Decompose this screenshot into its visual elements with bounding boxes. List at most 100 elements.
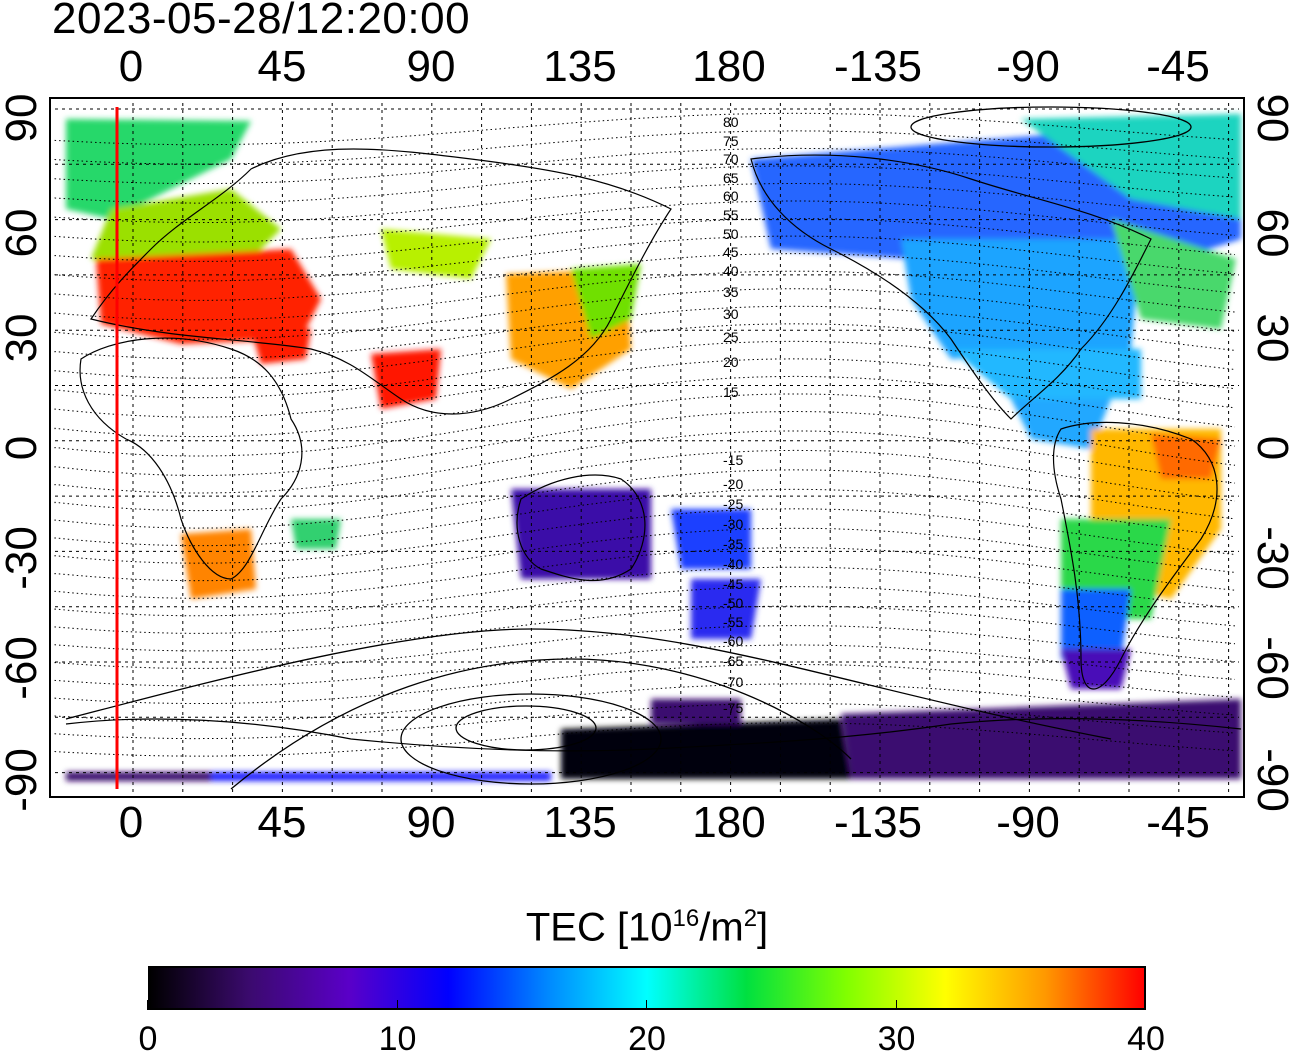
left-lat-tick: -90 bbox=[0, 748, 46, 812]
tec-data-layer bbox=[66, 114, 1241, 781]
mag-lat-curve bbox=[54, 288, 1236, 340]
magnetic-pole-ellipses bbox=[65, 106, 1192, 790]
left-lat-tick: 0 bbox=[0, 435, 46, 461]
contour-label: 50 bbox=[723, 226, 739, 242]
mag-lat-curve bbox=[54, 469, 1236, 529]
contour-label: -35 bbox=[723, 536, 743, 552]
mag-lat-curve bbox=[54, 270, 1236, 321]
tec-map: 80 75 70 65 60 55 50 45 40 35 30 25 20 15 -15 -20 -25 -30… bbox=[49, 97, 1245, 798]
contour-label: 65 bbox=[723, 170, 739, 186]
contour-label: -30 bbox=[723, 516, 743, 532]
colorbar-title: TEC [1016/m2] bbox=[525, 905, 769, 950]
mag-lat-curve bbox=[54, 488, 1236, 547]
mag-lat-curve bbox=[54, 253, 1236, 301]
colorbar-tick-label: 30 bbox=[877, 1020, 916, 1058]
contour-label: -70 bbox=[723, 674, 743, 690]
bottom-lon-tick: 135 bbox=[543, 798, 617, 847]
contour-label: 80 bbox=[723, 114, 739, 130]
bottom-lon-tick: -135 bbox=[833, 798, 923, 847]
contour-label: -45 bbox=[723, 576, 743, 592]
mag-lat-curve bbox=[54, 305, 1236, 360]
mag-lat-curve bbox=[54, 605, 1236, 652]
top-lon-tick: 90 bbox=[406, 42, 456, 91]
contour-label-group: 80 75 70 65 60 55 50 45 40 35 30 25 20 15 -15 -20 -25 -30… bbox=[723, 114, 743, 716]
colorbar-tick-label: 10 bbox=[378, 1020, 417, 1058]
contour-label: 25 bbox=[723, 329, 739, 345]
left-lat-tick: -60 bbox=[0, 636, 46, 700]
mag-lat-curve bbox=[54, 683, 1236, 722]
contour-label: -75 bbox=[723, 700, 743, 716]
colorbar-tick-mark bbox=[1145, 1000, 1146, 1010]
colorbar-tick-label: 20 bbox=[628, 1020, 666, 1058]
mag-lat-curve bbox=[54, 130, 1236, 165]
mag-lat-curve bbox=[54, 218, 1236, 262]
contour-label: 70 bbox=[723, 151, 739, 167]
mag-lat-curve bbox=[54, 625, 1236, 669]
colorbar-tick-mark bbox=[396, 1000, 398, 1010]
colorbar-tick-label: 40 bbox=[1127, 1020, 1165, 1058]
mag-lat-curve bbox=[54, 182, 1236, 223]
colorbar-tick-mark bbox=[646, 1000, 647, 1010]
mag-lat-curve bbox=[54, 449, 1236, 512]
bottom-lon-tick: 90 bbox=[406, 798, 456, 847]
contour-label: -50 bbox=[723, 595, 743, 611]
contour-label: -25 bbox=[723, 496, 743, 512]
mag-lat-curve bbox=[54, 340, 1236, 399]
bottom-lon-tick: -45 bbox=[1146, 798, 1210, 847]
top-lon-tick: -90 bbox=[996, 42, 1060, 91]
contour-label: -40 bbox=[723, 556, 743, 572]
top-lon-tick: 0 bbox=[118, 42, 144, 91]
contour-label: 35 bbox=[723, 284, 739, 300]
mag-lat-curve bbox=[54, 200, 1236, 243]
contour-label: 40 bbox=[723, 263, 739, 279]
right-lat-tick: 90 bbox=[1248, 93, 1294, 143]
top-lon-tick: 135 bbox=[543, 42, 617, 91]
right-lat-tick: -30 bbox=[1248, 526, 1294, 590]
right-lat-tick: 60 bbox=[1248, 208, 1294, 258]
contour-label: 15 bbox=[723, 384, 739, 400]
colorbar bbox=[148, 966, 1146, 1010]
left-lat-tick: 90 bbox=[0, 93, 46, 143]
mag-lat-curve bbox=[54, 644, 1236, 687]
bottom-lon-tick: 0 bbox=[118, 798, 144, 847]
mag-lat-curve bbox=[54, 527, 1236, 582]
mag-lat-curve bbox=[54, 702, 1236, 740]
contour-label: -65 bbox=[723, 653, 743, 669]
coastlines bbox=[65, 148, 1242, 752]
mag-lat-curve bbox=[54, 358, 1236, 418]
bottom-lon-tick: 45 bbox=[257, 798, 307, 847]
bottom-lon-tick: 180 bbox=[692, 798, 766, 847]
right-lat-tick: -90 bbox=[1248, 748, 1294, 812]
mag-lat-curve bbox=[54, 393, 1236, 457]
contour-label: -55 bbox=[723, 614, 743, 630]
graticule bbox=[55, 103, 1239, 792]
right-lat-tick: 0 bbox=[1248, 435, 1294, 461]
colorbar-tick-label: 0 bbox=[138, 1020, 158, 1058]
left-lat-tick: 30 bbox=[0, 313, 46, 363]
contour-label: 75 bbox=[723, 133, 739, 149]
colorbar-tick-mark bbox=[895, 1000, 897, 1010]
right-lat-tick: 30 bbox=[1248, 313, 1294, 363]
mag-lat-curve bbox=[54, 323, 1236, 379]
mag-lat-curve bbox=[54, 410, 1236, 477]
mag-lat-curve bbox=[54, 235, 1236, 282]
mag-lat-curve bbox=[54, 112, 1236, 146]
map-canvas: 80 75 70 65 60 55 50 45 40 35 30 25 20 15 -15 -20 -25 -30… bbox=[54, 103, 1242, 792]
mag-lat-curve bbox=[54, 165, 1236, 204]
mag-lat-curve bbox=[54, 430, 1236, 494]
contour-label: 45 bbox=[723, 244, 739, 260]
mag-lat-curve bbox=[54, 663, 1236, 704]
colorbar-tick-mark bbox=[147, 1000, 148, 1010]
left-lat-tick: -30 bbox=[0, 526, 46, 590]
contour-label: 55 bbox=[723, 207, 739, 223]
contour-label: 30 bbox=[723, 306, 739, 322]
contour-label: -60 bbox=[723, 633, 743, 649]
contour-label: -20 bbox=[723, 476, 743, 492]
contour-label: -15 bbox=[723, 452, 743, 468]
mag-lat-curve bbox=[54, 547, 1236, 599]
top-lon-tick: 180 bbox=[692, 42, 766, 91]
contour-label: 20 bbox=[723, 354, 739, 370]
right-lat-tick: -60 bbox=[1248, 636, 1294, 700]
mag-lat-curve bbox=[54, 508, 1236, 564]
bottom-lon-tick: -90 bbox=[996, 798, 1060, 847]
